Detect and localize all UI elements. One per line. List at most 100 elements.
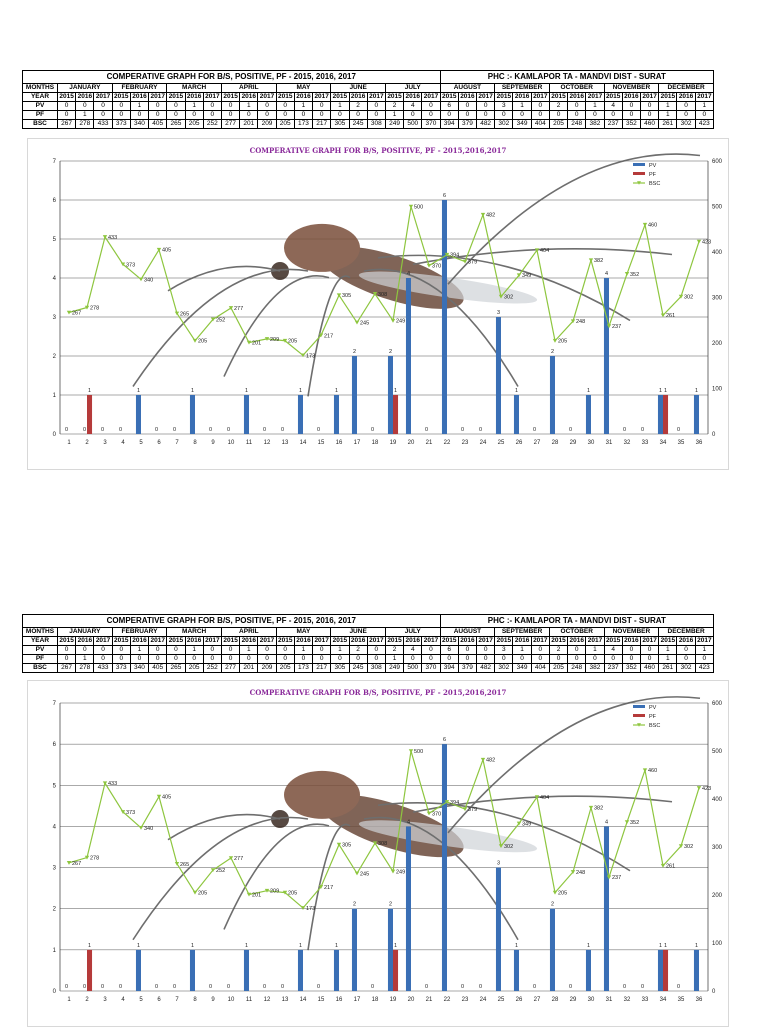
- month-header: JULY: [384, 83, 441, 93]
- bsc-point: [498, 294, 504, 299]
- bsc-data-label: 394: [450, 253, 459, 259]
- bsc-point: [210, 317, 216, 322]
- pv-bar: [387, 356, 393, 434]
- bsc-point: [390, 318, 396, 323]
- bsc-data-label: 278: [90, 856, 99, 862]
- table-cell: 0: [93, 654, 113, 664]
- table-cell: 0: [585, 110, 605, 120]
- table-cell: 0: [129, 110, 150, 120]
- bsc-point: [192, 338, 198, 343]
- bsc-data-label: 205: [558, 891, 567, 897]
- year-header: 2015: [658, 636, 678, 646]
- table-cell: 0: [512, 110, 532, 120]
- bsc-data-label: 423: [702, 786, 711, 792]
- bsc-data-label: 277: [234, 306, 243, 312]
- bsc-point: [318, 885, 324, 889]
- pv-data-label: 0: [227, 984, 230, 990]
- pv-data-label: 0: [461, 984, 464, 990]
- table-cell: 352: [621, 119, 642, 129]
- pv-data-label: 0: [155, 427, 158, 433]
- year-header: 2017: [312, 636, 332, 646]
- x-tick-label: 35: [678, 997, 685, 1003]
- table-cell: 248: [567, 663, 587, 673]
- pv-data-label: 0: [371, 427, 374, 433]
- pv-data-label: 2: [551, 349, 554, 355]
- x-tick-label: 4: [121, 997, 125, 1003]
- table-cell: 2: [348, 101, 368, 111]
- x-tick-label: 23: [462, 440, 469, 446]
- table-cell: 0: [293, 110, 314, 120]
- x-tick-label: 36: [696, 997, 703, 1003]
- legend-label: PV: [649, 705, 657, 711]
- table-cell: 0: [567, 654, 587, 664]
- y-left-tick-label: 4: [53, 276, 57, 282]
- table-cell: 0: [403, 654, 423, 664]
- year-header: 2017: [476, 92, 496, 102]
- bsc-point: [552, 890, 558, 895]
- pv-data-label: 2: [551, 902, 554, 908]
- year-header: 2015: [494, 92, 514, 102]
- table-cell: 0: [694, 110, 715, 120]
- table-cell: 0: [312, 645, 332, 655]
- year-header: 2015: [548, 636, 569, 646]
- bsc-point: [336, 842, 342, 847]
- y-right-tick-label: 500: [712, 205, 723, 211]
- table-cell: 0: [366, 110, 386, 120]
- bsc-data-label: 305: [342, 843, 351, 849]
- bsc-point: [624, 820, 630, 825]
- table-cell: 1: [658, 654, 678, 664]
- year-header: 2015: [330, 92, 350, 102]
- pv-bar: [243, 949, 249, 991]
- x-tick-label: 32: [624, 997, 631, 1003]
- bsc-point: [354, 320, 360, 325]
- table-cell: 0: [348, 110, 368, 120]
- pv-data-label: 0: [173, 984, 176, 990]
- bsc-point: [678, 844, 684, 849]
- pv-data-label: 0: [641, 427, 644, 433]
- pv-bar: [135, 949, 141, 991]
- pf-data-label: 1: [394, 943, 397, 949]
- table-cell: 0: [257, 645, 277, 655]
- pv-data-label: 0: [155, 984, 158, 990]
- y-right-tick-label: 600: [712, 159, 723, 165]
- x-tick-label: 35: [678, 440, 685, 446]
- bsc-point: [138, 826, 144, 830]
- bsc-data-label: 404: [540, 795, 549, 801]
- bsc-point: [156, 794, 162, 799]
- data-table: COMPERATIVE GRAPH FOR B/S, POSITIVE, PF …: [22, 70, 715, 129]
- table-cell: 0: [56, 645, 77, 655]
- year-header: 2017: [202, 92, 222, 102]
- comparative-chart: COMPERATIVE GRAPH FOR B/S, POSITIVE, PF …: [27, 680, 729, 1027]
- table-cell: 433: [93, 119, 113, 129]
- table-cell: 0: [239, 654, 259, 664]
- phc-label: PHC :- KAMLAPOR TA - MANDVI DIST - SURAT: [439, 70, 715, 84]
- bsc-data-label: 500: [414, 749, 423, 755]
- table-cell: 265: [166, 663, 186, 673]
- table-cell: 302: [676, 663, 696, 673]
- table-cell: 0: [421, 654, 441, 664]
- pv-bar: [657, 395, 663, 434]
- x-tick-label: 16: [336, 997, 343, 1003]
- bsc-line: [68, 750, 700, 909]
- bsc-point: [210, 868, 216, 873]
- x-tick-label: 6: [157, 997, 161, 1003]
- chart-title: COMPERATIVE GRAPH FOR B/S, POSITIVE, PF …: [250, 688, 507, 697]
- table-cell: 370: [421, 119, 441, 129]
- table-cell: 0: [166, 645, 186, 655]
- year-header: 2017: [148, 636, 168, 646]
- month-header: MAY: [275, 83, 332, 93]
- table-row: BSC 267 278 433 373 340 405 265 205 252 277 201 209 2…: [22, 663, 715, 673]
- table-cell: 0: [567, 645, 587, 655]
- y-right-tick-label: 200: [712, 893, 723, 899]
- bsc-data-label: 302: [504, 295, 513, 301]
- y-right-tick-label: 100: [712, 941, 723, 947]
- table-cell: 237: [603, 663, 623, 673]
- month-header: JANUARY: [57, 627, 113, 637]
- pv-data-label: 0: [227, 427, 230, 433]
- y-right-tick-label: 300: [712, 296, 723, 302]
- legend-marker: [637, 181, 641, 185]
- table-cell: 1: [694, 101, 715, 111]
- table-cell: 0: [621, 645, 642, 655]
- table-cell: 277: [220, 119, 241, 129]
- row-label: BSC: [22, 119, 58, 129]
